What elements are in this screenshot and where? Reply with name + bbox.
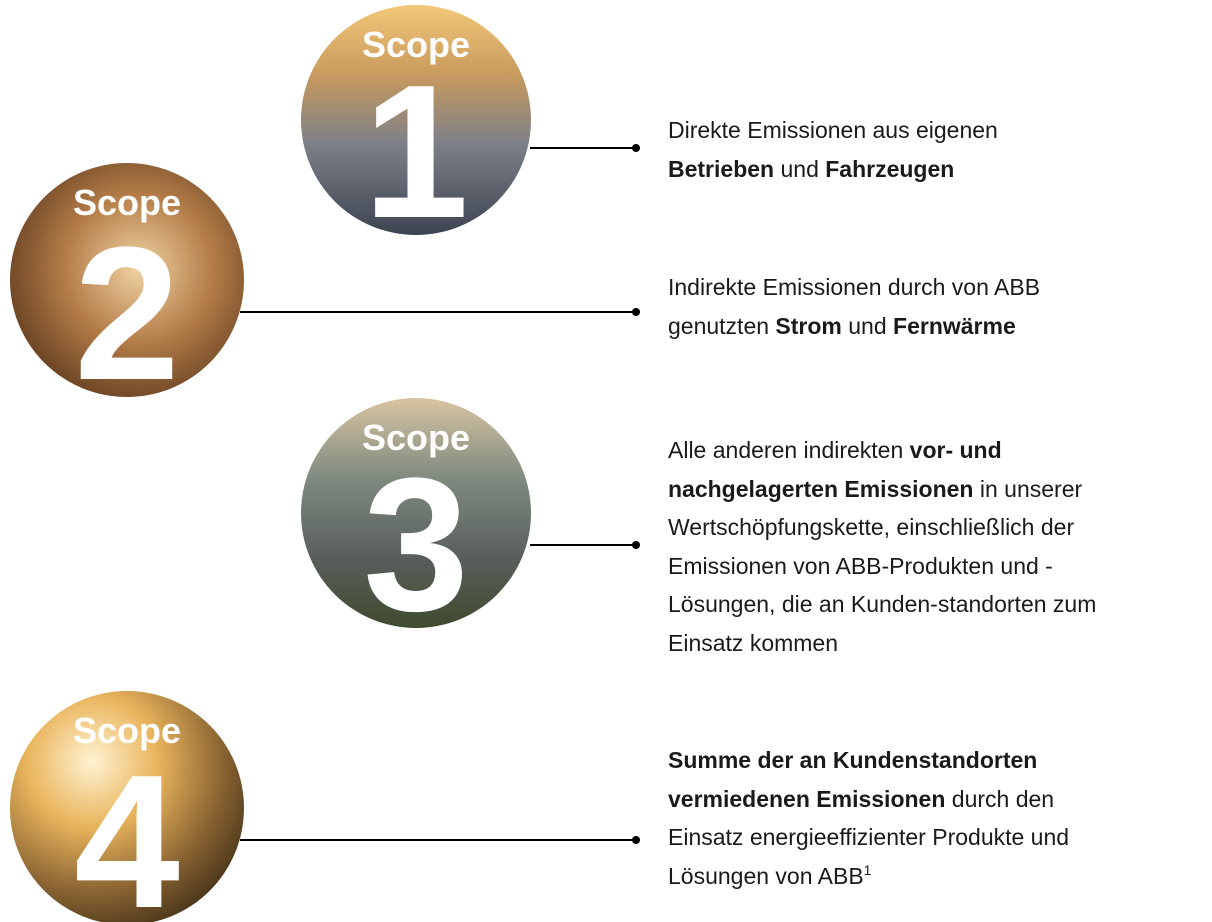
text: Einsatz energieeffizienter Produkte und — [668, 824, 1069, 850]
text: genutzten — [668, 313, 775, 339]
text-line: Betrieben und Fahrzeugen — [668, 150, 998, 189]
bold-text: Betrieben — [668, 156, 774, 182]
scope-description: Direkte Emissionen aus eigenen Betrieben … — [668, 111, 998, 188]
bold-text: vor- und — [910, 437, 1002, 463]
connector-dot — [632, 836, 640, 844]
text: und — [842, 313, 893, 339]
scope-number: 4 — [74, 736, 180, 922]
bold-text: vermiedenen Emissionen — [668, 786, 945, 812]
connector-dot — [632, 308, 640, 316]
scope-number: 1 — [363, 46, 469, 258]
text-line: Direkte Emissionen aus eigenen — [668, 111, 998, 150]
bold-text: Summe der an Kundenstandorten — [668, 747, 1037, 773]
text-line: Indirekte Emissionen durch von ABB — [668, 268, 1040, 307]
text: Direkte Emissionen aus eigenen — [668, 117, 998, 143]
text-line: Einsatz kommen — [668, 624, 1096, 663]
text: Einsatz kommen — [668, 630, 838, 656]
text-line: Lösungen von ABB1 — [668, 857, 1069, 896]
scope-number: 3 — [363, 439, 469, 651]
text-line: genutzten Strom und Fernwärme — [668, 307, 1040, 346]
scope-description: Indirekte Emissionen durch von ABB genutz… — [668, 268, 1040, 345]
bold-text: Strom — [775, 313, 841, 339]
text-line: Summe der an Kundenstandorten — [668, 741, 1069, 780]
text-line: Lösungen, die an Kunden-standorten zum — [668, 585, 1096, 624]
bold-text: nachgelagerten Emissionen — [668, 476, 973, 502]
text: Emissionen von ABB-Produkten und - — [668, 553, 1053, 579]
connector-dot — [632, 144, 640, 152]
page: Scope1Scope2Scope3Scope4 (() => { const … — [0, 0, 1212, 922]
connector-dot — [632, 541, 640, 549]
text: durch den — [945, 786, 1054, 812]
text-line: vermiedenen Emissionen durch den — [668, 780, 1069, 819]
text: 1 — [864, 862, 872, 878]
text-line: Einsatz energieeffizienter Produkte und — [668, 818, 1069, 857]
text: Wertschöpfungskette, einschließlich der — [668, 514, 1074, 540]
text-line: Emissionen von ABB-Produkten und - — [668, 547, 1096, 586]
text: und — [774, 156, 825, 182]
scope-number: 2 — [74, 208, 180, 420]
bold-text: Fernwärme — [893, 313, 1016, 339]
text: Lösungen, die an Kunden-standorten zum — [668, 591, 1096, 617]
text: Lösungen von ABB — [668, 863, 864, 889]
text-line: Wertschöpfungskette, einschließlich der — [668, 508, 1096, 547]
text: Indirekte Emissionen durch von ABB — [668, 274, 1040, 300]
text: Alle anderen indirekten — [668, 437, 910, 463]
scope-description: Summe der an Kundenstandorten vermiedenen… — [668, 741, 1069, 895]
text-line: nachgelagerten Emissionen in unserer — [668, 470, 1096, 509]
text: in unserer — [973, 476, 1082, 502]
bold-text: Fahrzeugen — [825, 156, 954, 182]
text-line: Alle anderen indirekten vor- und — [668, 431, 1096, 470]
